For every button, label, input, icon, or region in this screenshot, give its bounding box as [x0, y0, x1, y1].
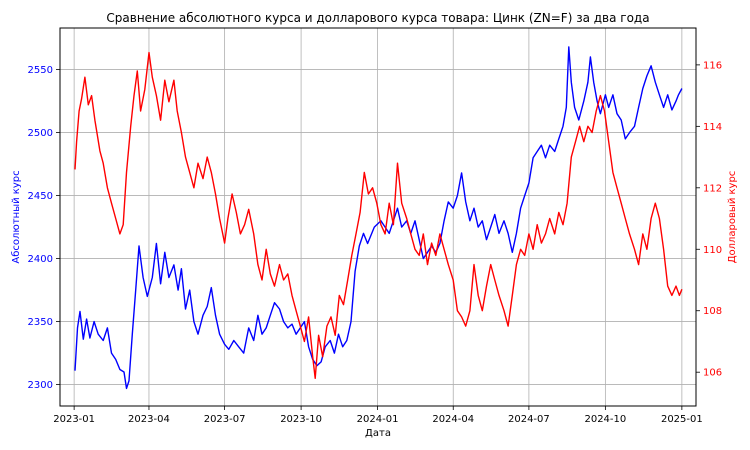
y-left-tick-label: 2400 [28, 254, 53, 265]
y-right-tick-label: 114 [703, 122, 722, 133]
y-axis-label-left: Абсолютный курс [11, 170, 22, 263]
plot-frame [59, 27, 697, 407]
y-right-tick-label: 116 [703, 60, 722, 71]
y-left-tick-label: 2300 [28, 380, 53, 391]
x-tick-label: 2024-04 [432, 414, 474, 425]
series-layer [74, 46, 683, 390]
series-line-absolute [74, 46, 683, 390]
x-tick-label: 2024-01 [357, 414, 399, 425]
x-tick-label: 2023-10 [280, 414, 322, 425]
x-tick-label: 2024-10 [584, 414, 626, 425]
x-tick-label: 2023-07 [204, 414, 246, 425]
x-tick-label: 2024-07 [508, 414, 550, 425]
y-left-tick-label: 2350 [28, 317, 53, 328]
y-right-tick-label: 108 [703, 306, 722, 317]
y-left-tick-label: 2500 [28, 128, 53, 139]
y-right-tick-label: 112 [703, 183, 722, 194]
x-axis-label: Дата [365, 428, 391, 439]
tick-layer: 2023-01 2023-04 2023-07 2023-10 2024-01 2024-… [28, 60, 723, 425]
x-tick-label: 2023-01 [53, 414, 95, 425]
x-tick-label: 2025-01 [661, 414, 703, 425]
chart-title: Сравнение абсолютного курса и долларовог… [106, 11, 649, 25]
y-left-tick-label: 2550 [28, 65, 53, 76]
y-right-tick-label: 110 [703, 245, 722, 256]
y-right-tick-label: 106 [703, 368, 722, 379]
series-line-dollar [74, 51, 683, 379]
x-tick-label: 2023-04 [128, 414, 170, 425]
y-axis-label-right: Долларовый курс [727, 171, 738, 264]
y-left-tick-label: 2450 [28, 191, 53, 202]
